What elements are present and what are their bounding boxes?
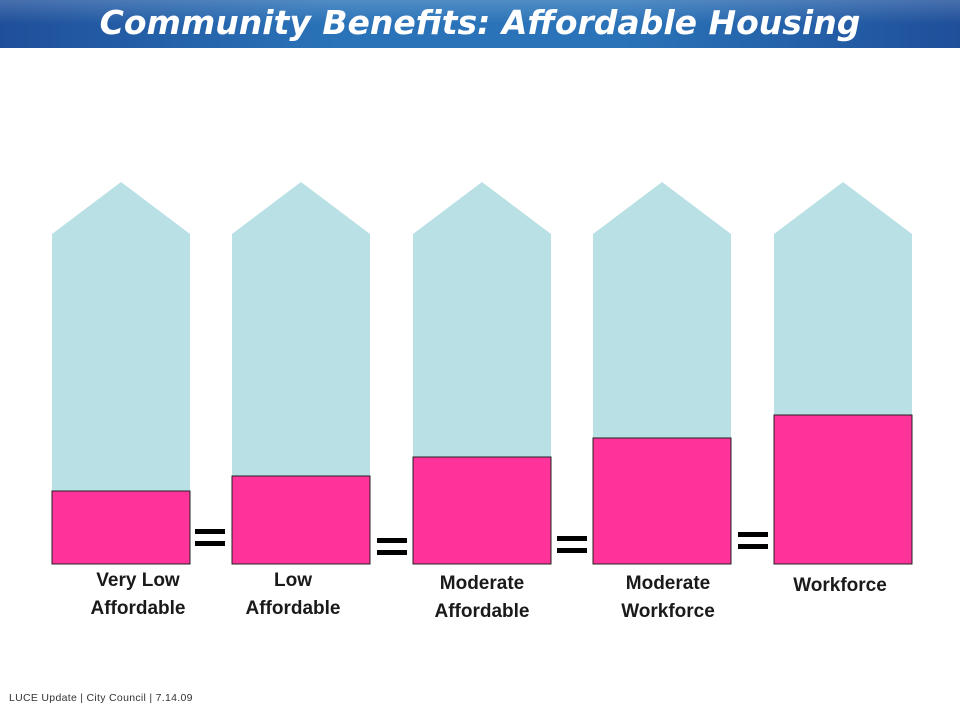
title-bar [0,0,960,48]
label-line1: Moderate [439,573,525,594]
label-very-low-affordable: Very Low Affordable [58,567,218,623]
tower-very-low-affordable-graphic [51,182,191,565]
label-moderate-affordable: Moderate Affordable [402,570,562,626]
title-bar-sheen [0,0,960,24]
tower-shape [232,182,370,564]
tower-moderate-affordable-graphic [412,182,552,565]
label-line1: Moderate [625,573,711,594]
label-low-affordable: Low Affordable [213,567,373,623]
tower-fill-moderate-workforce [592,437,732,565]
label-line2: Affordable [434,601,530,622]
tower-moderate-workforce-graphic [592,182,732,565]
label-moderate-workforce: Moderate Workforce [588,570,748,626]
label-line2: Affordable [90,598,186,619]
label-line2: Affordable [245,598,341,619]
tower-fill-moderate-affordable [412,456,552,565]
equals-sign [557,536,587,553]
tower-low-affordable [230,180,372,566]
equals-sign [377,538,407,555]
tower-workforce-graphic [773,182,913,565]
label-workforce: Workforce [760,572,920,600]
tower-moderate-affordable [411,180,553,566]
label-line2: Workforce [621,601,715,622]
tower-very-low-affordable [50,180,192,566]
tower-low-affordable-graphic [231,182,371,565]
equals-sign [738,532,768,549]
label-line1: Low [274,570,312,591]
tower-fill-low-affordable [231,475,371,565]
footer-text: LUCE Update | City Council | 7.14.09 [9,692,193,704]
tower-fill-workforce [773,414,913,565]
label-line1: Very Low [96,570,180,591]
tower-fill-very-low-affordable [51,490,191,565]
page-title: Community Benefits: Affordable Housing [99,3,861,42]
label-line1: Workforce [793,575,887,596]
tower-workforce [772,180,914,566]
tower-shape [52,182,190,564]
equals-sign [195,529,225,546]
tower-moderate-workforce [591,180,733,566]
